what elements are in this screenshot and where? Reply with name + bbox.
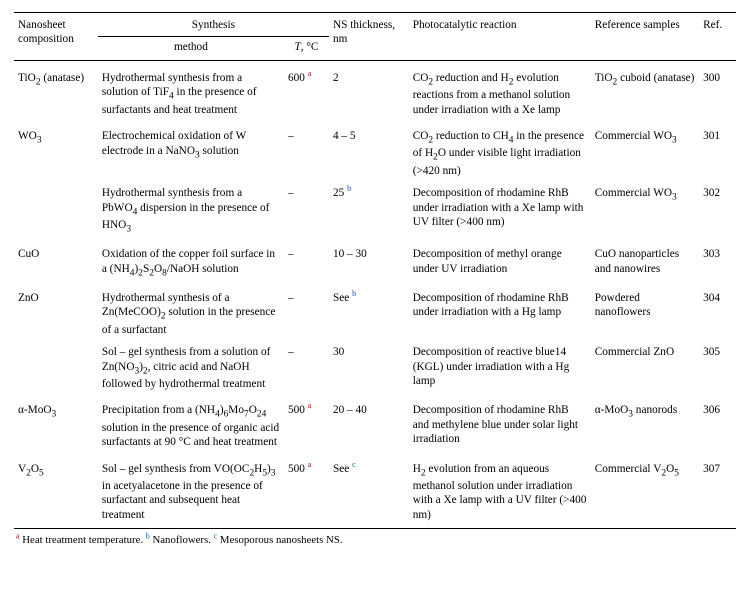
table-row: α-MoO3Precipitation from a (NH4)6Mo7O24 … [14, 393, 736, 451]
cell-ref: 305 [699, 339, 736, 393]
cell-composition: V2O5 [14, 452, 98, 529]
cell-thickness: See c [329, 452, 409, 529]
col-ref: Ref. [699, 13, 736, 61]
cell-thickness: 2 [329, 60, 409, 119]
table-row: CuOOxidation of the copper foil surface … [14, 237, 736, 281]
cell-refsamples: CuO nanoparticles and nanowires [591, 237, 699, 281]
col-thickness: NS thickness, nm [329, 13, 409, 61]
cell-reaction: Decomposition of rhodamine RhB under irr… [409, 180, 591, 237]
cell-composition: TiO2 (anatase) [14, 60, 98, 119]
cell-reaction: Decomposition of rhodamine RhB and methy… [409, 393, 591, 451]
cell-method: Sol – gel synthesis from a solution of Z… [98, 339, 284, 393]
cell-composition [14, 339, 98, 393]
cell-thickness: 20 – 40 [329, 393, 409, 451]
cell-ref: 307 [699, 452, 736, 529]
col-reaction: Photocatalytic reaction [409, 13, 591, 61]
cell-temperature: 600 a [284, 60, 329, 119]
footnote-b: b Nanoflowers. [146, 534, 211, 546]
cell-thickness: 4 – 5 [329, 119, 409, 180]
cell-temperature: – [284, 180, 329, 237]
cell-refsamples: TiO2 cuboid (anatase) [591, 60, 699, 119]
cell-thickness: 10 – 30 [329, 237, 409, 281]
cell-refsamples: Commercial ZnO [591, 339, 699, 393]
cell-ref: 302 [699, 180, 736, 237]
cell-temperature: 500 a [284, 393, 329, 451]
cell-refsamples: Powdered nanoflowers [591, 281, 699, 339]
cell-reaction: CO2 reduction and H2 evolution reactions… [409, 60, 591, 119]
nanosheet-table: Nanosheet composition Synthesis NS thick… [14, 12, 736, 529]
cell-refsamples: Commercial WO3 [591, 119, 699, 180]
cell-reaction: Decomposition of reactive blue14 (KGL) u… [409, 339, 591, 393]
cell-temperature: – [284, 339, 329, 393]
cell-reaction: Decomposition of rhodamine RhB under irr… [409, 281, 591, 339]
cell-composition: ZnO [14, 281, 98, 339]
table-row: TiO2 (anatase)Hydrothermal synthesis fro… [14, 60, 736, 119]
table-head: Nanosheet composition Synthesis NS thick… [14, 13, 736, 61]
cell-temperature: – [284, 237, 329, 281]
footnote-c: c Mesoporous nanosheets NS. [214, 534, 343, 546]
cell-method: Precipitation from a (NH4)6Mo7O24 soluti… [98, 393, 284, 451]
cell-ref: 303 [699, 237, 736, 281]
cell-reaction: H2 evolution from an aqueous methanol so… [409, 452, 591, 529]
cell-method: Hydrothermal synthesis of a Zn(MeCOO)2 s… [98, 281, 284, 339]
cell-method: Hydrothermal synthesis from a PbWO4 disp… [98, 180, 284, 237]
cell-ref: 301 [699, 119, 736, 180]
cell-ref: 306 [699, 393, 736, 451]
cell-refsamples: α-MoO3 nanorods [591, 393, 699, 451]
cell-reaction: CO2 reduction to CH4 in the presence of … [409, 119, 591, 180]
footnotes: a Heat treatment temperature. b Nanoflow… [14, 529, 736, 550]
cell-thickness: 25 b [329, 180, 409, 237]
cell-temperature: – [284, 281, 329, 339]
cell-method: Sol – gel synthesis from VO(OC2H5)3 in a… [98, 452, 284, 529]
table-row: Sol – gel synthesis from a solution of Z… [14, 339, 736, 393]
cell-composition: WO3 [14, 119, 98, 180]
table-row: ZnOHydrothermal synthesis of a Zn(MeCOO)… [14, 281, 736, 339]
cell-refsamples: Commercial V2O5 [591, 452, 699, 529]
cell-thickness: 30 [329, 339, 409, 393]
cell-temperature: 500 a [284, 452, 329, 529]
cell-composition: CuO [14, 237, 98, 281]
cell-reaction: Decomposition of methyl orange under UV … [409, 237, 591, 281]
cell-composition: α-MoO3 [14, 393, 98, 451]
table-row: V2O5Sol – gel synthesis from VO(OC2H5)3 … [14, 452, 736, 529]
table-row: Hydrothermal synthesis from a PbWO4 disp… [14, 180, 736, 237]
cell-thickness: See b [329, 281, 409, 339]
cell-method: Electrochemical oxidation of W electrode… [98, 119, 284, 180]
col-composition: Nanosheet composition [14, 13, 98, 61]
cell-method: Oxidation of the copper foil surface in … [98, 237, 284, 281]
cell-temperature: – [284, 119, 329, 180]
col-method: method [98, 37, 284, 60]
col-temperature: T, °C [284, 37, 329, 60]
table-row: WO3Electrochemical oxidation of W electr… [14, 119, 736, 180]
cell-method: Hydrothermal synthesis from a solution o… [98, 60, 284, 119]
col-synthesis: Synthesis [98, 13, 329, 37]
cell-ref: 300 [699, 60, 736, 119]
cell-refsamples: Commercial WO3 [591, 180, 699, 237]
page: Nanosheet composition Synthesis NS thick… [0, 0, 750, 558]
cell-ref: 304 [699, 281, 736, 339]
cell-composition [14, 180, 98, 237]
footnote-a: a Heat treatment temperature. [16, 534, 143, 546]
col-refsamples: Reference samples [591, 13, 699, 61]
table-body: TiO2 (anatase)Hydrothermal synthesis fro… [14, 60, 736, 528]
